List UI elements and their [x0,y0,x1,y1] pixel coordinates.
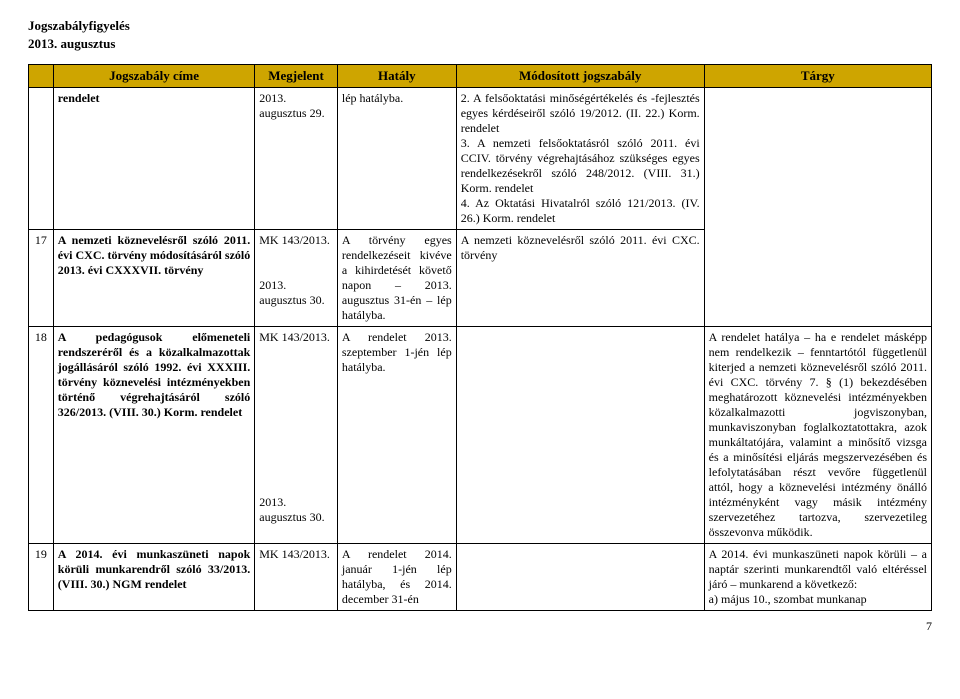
cell-modositott [456,327,704,544]
regulation-table: Jogszabály címe Megjelent Hatály Módosít… [28,64,932,611]
cell-modositott: 2. A felsőoktatási minőségértékelés és -… [456,88,704,230]
col-hataly: Hatály [337,65,456,88]
col-num [29,65,54,88]
cell-hataly: A rendelet 2014. január 1-jén lép hatály… [337,544,456,611]
page-subtitle: 2013. augusztus [28,36,932,52]
cell-num: 17 [29,230,54,327]
cell-title: A nemzeti köznevelésről szóló 2011. évi … [53,230,254,327]
cell-megjelent: MK 143/2013. 2013. augusztus 30. [255,327,338,544]
cell-megjelent: MK 143/2013. 2013. augusztus 30. [255,230,338,327]
cell-targy [704,88,931,327]
cell-num: 19 [29,544,54,611]
col-modositott: Módosított jogszabály [456,65,704,88]
cell-megjelent: MK 143/2013. [255,544,338,611]
cell-targy: A rendelet hatálya – ha e rendelet máské… [704,327,931,544]
table-row: 19 A 2014. évi munkaszüneti napok körüli… [29,544,932,611]
table-row: 18 A pedagógusok előmeneteli rendszerérő… [29,327,932,544]
col-megjelent: Megjelent [255,65,338,88]
cell-modositott: A nemzeti köznevelésről szóló 2011. évi … [456,230,704,327]
cell-title: rendelet [53,88,254,230]
page-number: 7 [28,619,932,634]
cell-hataly: A rendelet 2013. szeptember 1-jén lép ha… [337,327,456,544]
page-title: Jogszabályfigyelés [28,18,932,34]
cell-num [29,88,54,230]
table-row: rendelet 2013. augusztus 29. lép hatályb… [29,88,932,230]
cell-megjelent: 2013. augusztus 29. [255,88,338,230]
col-targy: Tárgy [704,65,931,88]
cell-title: A 2014. évi munkaszüneti napok körüli mu… [53,544,254,611]
col-title: Jogszabály címe [53,65,254,88]
cell-hataly: lép hatályba. [337,88,456,230]
cell-num: 18 [29,327,54,544]
cell-title: A pedagógusok előmeneteli rendszeréről é… [53,327,254,544]
cell-targy: A 2014. évi munkaszüneti napok körüli – … [704,544,931,611]
cell-modositott [456,544,704,611]
cell-hataly: A törvény egyes rendelkezéseit kivéve a … [337,230,456,327]
table-header-row: Jogszabály címe Megjelent Hatály Módosít… [29,65,932,88]
